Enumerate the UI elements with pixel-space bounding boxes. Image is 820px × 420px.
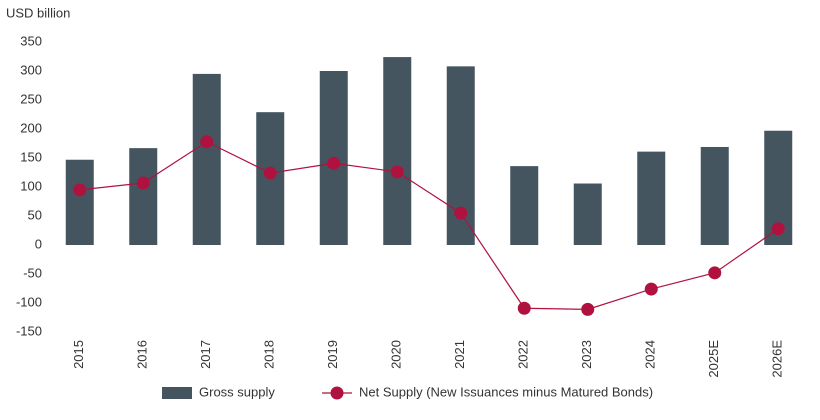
point: [263, 166, 277, 180]
bar: [510, 166, 539, 245]
y-tick-label: 200: [20, 120, 42, 135]
y-tick-label: 150: [20, 149, 42, 164]
y-tick-label: -50: [23, 265, 42, 280]
point: [517, 301, 531, 315]
bar: [637, 151, 666, 245]
point: [771, 222, 785, 236]
y-tick-label: 250: [20, 91, 42, 106]
line: [79, 141, 779, 310]
bar: [129, 148, 158, 245]
point: [200, 135, 214, 149]
bar: [65, 159, 94, 245]
x-tick-label: 2015: [71, 340, 86, 369]
x-tick-label: 2022: [516, 340, 531, 369]
legend-label: Gross supply: [199, 384, 275, 399]
bar: [700, 146, 729, 245]
x-tick-label: 2019: [325, 340, 340, 369]
y-tick-label: 300: [20, 62, 42, 77]
x-tick-label: 2026E: [770, 340, 785, 378]
y-tick-label: 50: [28, 207, 42, 222]
point: [581, 302, 595, 316]
bar: [192, 73, 221, 246]
point: [708, 266, 722, 280]
legend-swatch: [162, 387, 192, 399]
y-tick-label: -150: [16, 323, 42, 338]
bar: [383, 57, 412, 245]
legend-swatch: [330, 386, 344, 400]
bar: [573, 183, 602, 245]
point: [644, 282, 658, 296]
x-tick-label: 2025E: [706, 340, 721, 378]
y-tick-label: 0: [35, 236, 42, 251]
x-tick-label: 2016: [135, 340, 150, 369]
point: [73, 183, 87, 197]
x-tick-label: 2024: [643, 340, 658, 369]
x-tick-label: 2018: [262, 340, 277, 369]
x-tick-label: 2021: [452, 340, 467, 369]
point: [454, 206, 468, 220]
y-tick-label: 100: [20, 178, 42, 193]
y-tick-label: -100: [16, 294, 42, 309]
point: [136, 176, 150, 190]
x-tick-label: 2017: [198, 340, 213, 369]
point: [390, 165, 404, 179]
x-tick-label: 2020: [389, 340, 404, 369]
y-axis-label: USD billion: [6, 5, 70, 20]
legend-label: Net Supply (New Issuances minus Matured …: [359, 384, 653, 399]
x-tick-label: 2023: [579, 340, 594, 369]
y-tick-label: 350: [20, 33, 42, 48]
point: [327, 156, 341, 170]
